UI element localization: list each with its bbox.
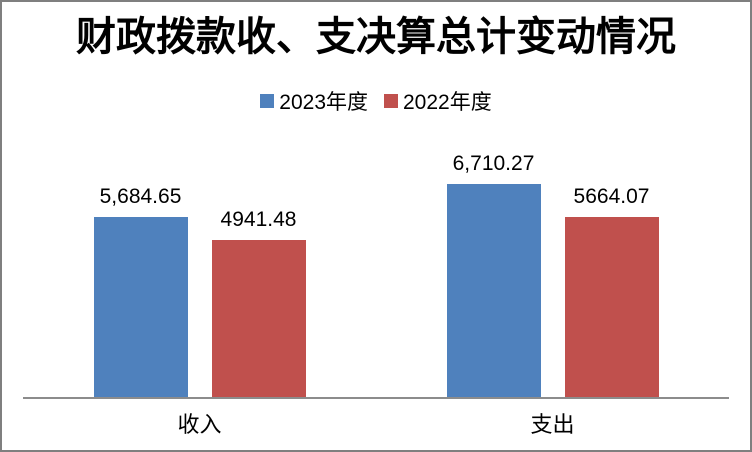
legend-swatch-2023-icon bbox=[260, 94, 275, 108]
category-axis-labels: 收入 支出 bbox=[23, 407, 729, 439]
chart-title: 财政拨款收、支决算总计变动情况 bbox=[76, 15, 676, 59]
plot-area: 5,684.65 4941.48 6,710.27 5664.07 bbox=[23, 122, 729, 397]
data-label-expense-2022: 5664.07 bbox=[573, 185, 650, 208]
category-group-income: 5,684.65 4941.48 bbox=[23, 122, 376, 397]
legend-swatch-2022-icon bbox=[384, 94, 398, 108]
bar-rect-expense-2023 bbox=[446, 184, 541, 397]
bar-expense-2023: 6,710.27 bbox=[446, 122, 541, 397]
data-label-expense-2023: 6,710.27 bbox=[452, 152, 535, 175]
bar-rect-income-2022 bbox=[211, 240, 306, 397]
data-label-income-2022: 4941.48 bbox=[220, 208, 297, 231]
legend-item-2022: 2022年度 bbox=[384, 86, 492, 116]
bar-income-2023: 5,684.65 bbox=[93, 122, 188, 397]
legend-label-2022: 2022年度 bbox=[403, 91, 492, 114]
bar-expense-2022: 5664.07 bbox=[564, 122, 659, 397]
data-label-income-2023: 5,684.65 bbox=[99, 185, 182, 208]
bar-rect-income-2023 bbox=[93, 217, 188, 397]
legend-label-2023: 2023年度 bbox=[279, 91, 368, 114]
bar-income-2022: 4941.48 bbox=[211, 122, 306, 397]
legend: 2023年度 2022年度 bbox=[2, 86, 750, 116]
category-group-expense: 6,710.27 5664.07 bbox=[376, 122, 729, 397]
category-label-income: 收入 bbox=[177, 412, 222, 437]
category-label-expense: 支出 bbox=[530, 412, 575, 437]
legend-item-2023: 2023年度 bbox=[260, 86, 368, 116]
bar-rect-expense-2022 bbox=[564, 217, 659, 397]
x-axis-line bbox=[23, 397, 729, 399]
